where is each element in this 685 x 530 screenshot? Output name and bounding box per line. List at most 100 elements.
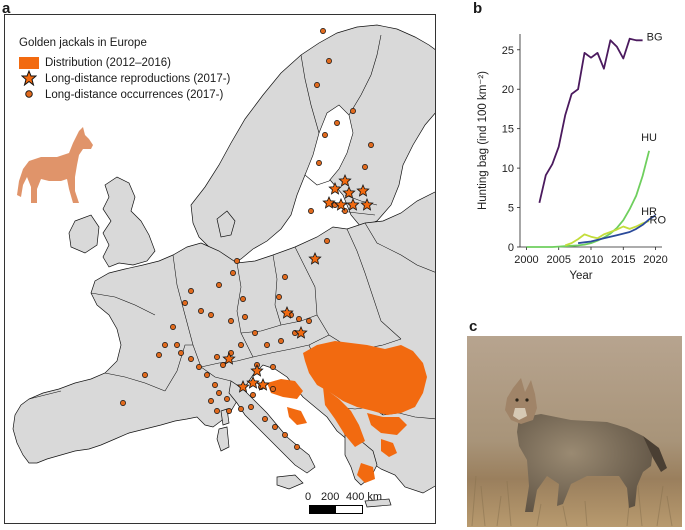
reproduction-star: [328, 181, 342, 195]
occurrence-dot: [252, 330, 258, 336]
occurrence-dot: [120, 400, 126, 406]
europe-map-panel: Golden jackals in Europe Distribution (2…: [4, 14, 436, 524]
orange-rectangle-icon: [19, 57, 39, 69]
reproduction-star: [322, 195, 336, 209]
x-tick-label: 2010: [579, 254, 603, 266]
legend-label-distribution: Distribution (2012–2016): [45, 57, 171, 69]
occurrence-dot: [294, 444, 300, 450]
y-tick-label: 5: [508, 203, 514, 215]
reproduction-star: [356, 183, 370, 197]
mainland-europe: [12, 191, 435, 494]
reproduction-star: [334, 197, 348, 211]
occurrence-dot: [242, 314, 248, 320]
scale-tick-400: 400 km: [346, 491, 383, 503]
scale-bar: 0 200 400 km: [301, 491, 401, 514]
occurrence-dot: [182, 300, 188, 306]
jackal-silhouette-icon: [17, 127, 93, 203]
reproduction-star: [346, 197, 360, 211]
great-britain: [102, 176, 156, 268]
occurrence-dot: [368, 142, 374, 148]
italy-peninsula: [228, 380, 316, 474]
x-axis-label: Year: [569, 270, 592, 282]
occurrence-dot: [264, 342, 270, 348]
y-tick-label: 25: [502, 45, 514, 57]
x-tick-label: 2015: [611, 254, 635, 266]
y-tick-label: 10: [502, 163, 514, 175]
panel-label-c: c: [469, 318, 478, 335]
golden-jackal-photo: [467, 336, 682, 527]
occurrence-dot: [196, 364, 202, 370]
scale-tick-0: 0: [305, 491, 312, 503]
occurrence-dot: [270, 386, 276, 392]
panel-label-b: b: [473, 0, 483, 17]
scale-bar-segments: [309, 505, 363, 514]
y-tick-label: 15: [502, 124, 514, 136]
occurrence-dot: [314, 82, 320, 88]
occurrence-dot: [296, 316, 302, 322]
occurrence-dot: [250, 392, 256, 398]
occurrence-dot: [320, 28, 326, 34]
series-line-hu: [526, 150, 650, 248]
x-tick-label: 2005: [546, 254, 570, 266]
occurrence-dot: [216, 390, 222, 396]
occurrence-dot: [216, 282, 222, 288]
occurrence-dot: [208, 398, 214, 404]
legend-item-reproductions: Long-distance reproductions (2017-): [19, 69, 231, 87]
legend-label-reproductions: Long-distance reproductions (2017-): [45, 73, 231, 85]
occurrence-dot: [238, 342, 244, 348]
x-tick-label: 2000: [514, 254, 538, 266]
finland-border: [348, 34, 382, 116]
occurrence-dot: [204, 372, 210, 378]
iberia-border: [28, 390, 62, 400]
occurrence-dot: [350, 108, 356, 114]
occurrence-dot: [178, 350, 184, 356]
occurrence-dot: [326, 58, 332, 64]
reproduction-star: [236, 379, 250, 393]
occurrence-dot: [188, 288, 194, 294]
occurrence-dot: [220, 362, 226, 368]
occurrence-dot: [188, 356, 194, 362]
reproduction-star: [246, 375, 260, 389]
occurrence-dot: [240, 296, 246, 302]
occurrence-dot: [276, 294, 282, 300]
reproduction-stars: [222, 173, 374, 393]
occurrence-dot: [226, 408, 232, 414]
reproduction-star: [308, 251, 322, 265]
reproduction-star: [360, 197, 374, 211]
x-tick-label: 2020: [643, 254, 667, 266]
reproduction-star: [222, 351, 236, 365]
series-label-ro: RO: [650, 214, 667, 226]
occurrence-dots: [120, 28, 374, 450]
reproduction-star: [250, 363, 264, 377]
europe-map: [5, 15, 435, 523]
jackal-photo-illustration: [467, 336, 682, 527]
reproduction-star: [342, 185, 356, 199]
occurrence-dot: [208, 312, 214, 318]
occurrence-dot: [214, 354, 220, 360]
occurrence-dot: [270, 364, 276, 370]
legend-item-occurrences: Long-distance occurrences (2017-): [19, 87, 230, 103]
occurrence-dot: [324, 238, 330, 244]
scandinavia-landmass: [190, 24, 435, 266]
series-label-hr: HR: [641, 206, 657, 218]
y-tick-label: 20: [502, 84, 514, 96]
occurrence-dot: [278, 338, 284, 344]
series-line-bg: [538, 37, 643, 204]
occurrence-dot: [306, 318, 312, 324]
occurrence-dot: [282, 274, 288, 280]
legend-item-distribution: Distribution (2012–2016): [19, 55, 230, 71]
legend-label-occurrences: Long-distance occurrences (2017-): [45, 89, 224, 101]
panel-label-a: a: [2, 0, 11, 17]
occurrence-dot: [170, 324, 176, 330]
occurrence-dot: [228, 318, 234, 324]
map-legend: Golden jackals in Europe Distribution (2…: [19, 37, 230, 103]
crete: [364, 498, 392, 508]
series-line-hr: [564, 220, 650, 247]
ireland: [68, 214, 100, 254]
occurrence-dot: [214, 408, 220, 414]
sweden-norway-border: [300, 54, 320, 134]
y-axis-label: Hunting bag (ind 100 km⁻²): [477, 71, 489, 210]
occurrence-dot: [156, 352, 162, 358]
occurrence-dot: [308, 208, 314, 214]
occurrence-dot: [234, 258, 240, 264]
